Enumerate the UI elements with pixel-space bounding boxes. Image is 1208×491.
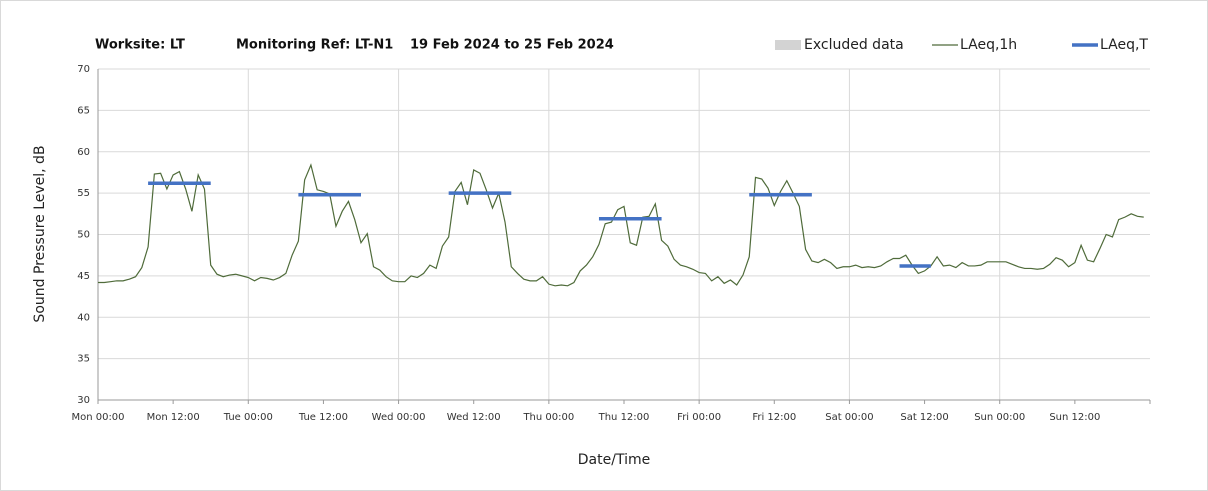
x-tick-label: Tue 12:00 — [298, 412, 348, 423]
y-tick-label: 45 — [77, 271, 90, 282]
y-tick-label: 70 — [77, 64, 90, 75]
y-tick-label: 35 — [77, 354, 90, 365]
y-tick-label: 30 — [77, 395, 90, 406]
x-tick-label: Sun 12:00 — [1049, 412, 1100, 423]
x-tick-label: Sat 12:00 — [900, 412, 948, 423]
x-tick-label: Sun 00:00 — [974, 412, 1025, 423]
y-tick-label: 65 — [77, 105, 90, 116]
chart-title-worksite: Worksite: LT — [95, 38, 185, 53]
x-tick-label: Wed 12:00 — [447, 412, 501, 423]
x-tick-label: Fri 12:00 — [752, 412, 796, 423]
x-tick-label: Thu 00:00 — [522, 412, 574, 423]
chart-title-ref: Monitoring Ref: LT-N1 — [236, 38, 393, 53]
series-line — [98, 163, 1144, 287]
y-tick-label: 55 — [77, 188, 90, 199]
x-tick-label: Mon 12:00 — [147, 412, 200, 423]
x-tick-label: Sat 00:00 — [825, 412, 873, 423]
x-tick-label: Thu 12:00 — [598, 412, 650, 423]
legend-label: LAeq,T — [1100, 37, 1148, 53]
legend-swatch — [775, 40, 801, 50]
legend-label: LAeq,1h — [960, 37, 1017, 53]
legend-label: Excluded data — [804, 37, 904, 53]
x-tick-label: Mon 00:00 — [71, 412, 124, 423]
x-tick-label: Wed 00:00 — [372, 412, 426, 423]
y-tick-label: 60 — [77, 147, 90, 158]
x-axis-title: Date/Time — [578, 452, 650, 468]
x-tick-label: Tue 00:00 — [223, 412, 273, 423]
chart-title-dates: 19 Feb 2024 to 25 Feb 2024 — [410, 38, 614, 53]
y-tick-label: 40 — [77, 312, 90, 323]
x-tick-label: Fri 00:00 — [677, 412, 721, 423]
y-axis-title: Sound Pressure Level, dB — [32, 145, 48, 322]
y-tick-label: 50 — [77, 230, 90, 241]
